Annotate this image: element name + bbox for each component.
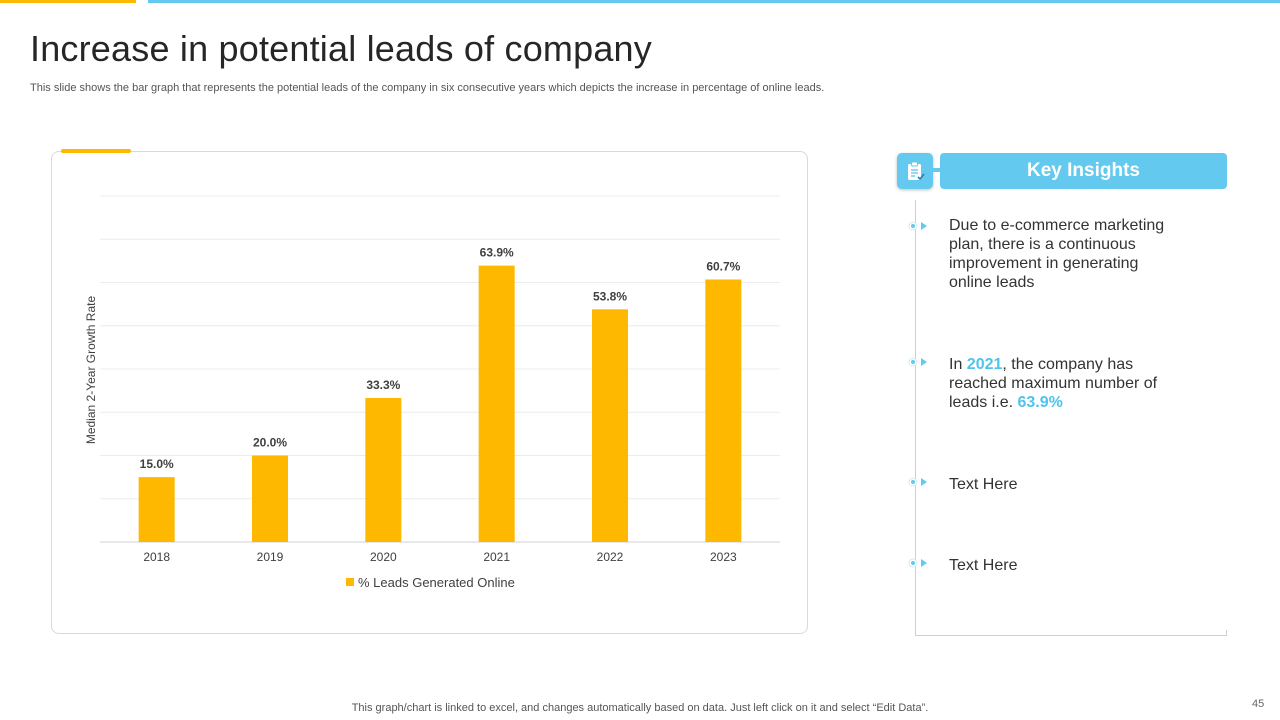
top-accent-bar-yellow bbox=[0, 0, 136, 3]
x-tick-label: 2018 bbox=[143, 550, 170, 564]
bullet-arrow-icon bbox=[908, 357, 927, 367]
legend-swatch bbox=[346, 578, 354, 586]
bar-2022[interactable] bbox=[592, 309, 628, 542]
insight-2-prefix: In bbox=[949, 356, 967, 373]
timeline-end-tick bbox=[1226, 630, 1227, 636]
y-axis-label: Median 2-Year Growth Rate bbox=[84, 296, 98, 445]
data-label-2022: 53.8% bbox=[593, 289, 627, 303]
bullet-arrow-icon bbox=[908, 558, 927, 568]
chart-x-ticks: 2018 2019 2020 2021 2022 2023 bbox=[143, 550, 737, 564]
x-tick-label: 2020 bbox=[370, 550, 397, 564]
x-tick-label: 2022 bbox=[597, 550, 624, 564]
bar-2019[interactable] bbox=[252, 455, 288, 543]
x-tick-label: 2021 bbox=[483, 550, 510, 564]
timeline-base-line bbox=[915, 635, 1227, 636]
chart-card-accent bbox=[61, 149, 131, 153]
bullet-arrow-icon bbox=[908, 477, 927, 487]
data-label-2020: 33.3% bbox=[366, 378, 400, 392]
timeline-vertical-line bbox=[915, 200, 916, 636]
insight-text-3: Text Here bbox=[949, 476, 1018, 493]
data-label-2019: 20.0% bbox=[253, 436, 287, 450]
x-tick-label: 2019 bbox=[257, 550, 284, 564]
x-tick-label: 2023 bbox=[710, 550, 737, 564]
chart-gridlines bbox=[100, 195, 780, 543]
data-label-2018: 15.0% bbox=[140, 457, 174, 471]
footer-note: This graph/chart is linked to excel, and… bbox=[351, 702, 929, 714]
bar-2023[interactable] bbox=[705, 279, 742, 542]
chart-legend: % Leads Generated Online bbox=[346, 575, 515, 590]
insights-connector bbox=[933, 168, 941, 172]
bullet-arrow-icon bbox=[908, 221, 927, 231]
insight-text-2: In 2021, the company has reached maximum… bbox=[949, 355, 1179, 412]
bar-2018[interactable] bbox=[138, 477, 175, 542]
insight-2-year: 2021 bbox=[966, 356, 1003, 373]
top-accent-bar-blue bbox=[148, 0, 1280, 3]
insight-text-1: Due to e-commerce marketing plan, there … bbox=[949, 217, 1165, 291]
chart-data-labels: 15.0% 20.0% 33.3% 63.9% 53.8% 60.7% bbox=[140, 246, 741, 471]
insight-text-4: Text Here bbox=[949, 557, 1018, 574]
page-subtitle: This slide shows the bar graph that repr… bbox=[30, 82, 825, 94]
chart-card[interactable] bbox=[51, 151, 808, 634]
chart-bars bbox=[138, 265, 742, 543]
data-label-2023: 60.7% bbox=[706, 259, 740, 273]
legend-label: % Leads Generated Online bbox=[358, 575, 515, 590]
bar-2020[interactable] bbox=[365, 397, 402, 542]
key-insights-header: Key Insights bbox=[940, 153, 1227, 189]
insight-2-value: 63.9% bbox=[1017, 394, 1063, 411]
page-number: 45 bbox=[1252, 698, 1265, 710]
data-label-2021: 63.9% bbox=[480, 246, 514, 260]
bar-2021[interactable] bbox=[478, 265, 515, 542]
clipboard-icon bbox=[908, 161, 925, 181]
insights-icon-box bbox=[897, 153, 933, 189]
page-title: Increase in potential leads of company bbox=[30, 28, 652, 69]
insight-2-middle: , the company has reached maximum number… bbox=[949, 356, 1158, 411]
